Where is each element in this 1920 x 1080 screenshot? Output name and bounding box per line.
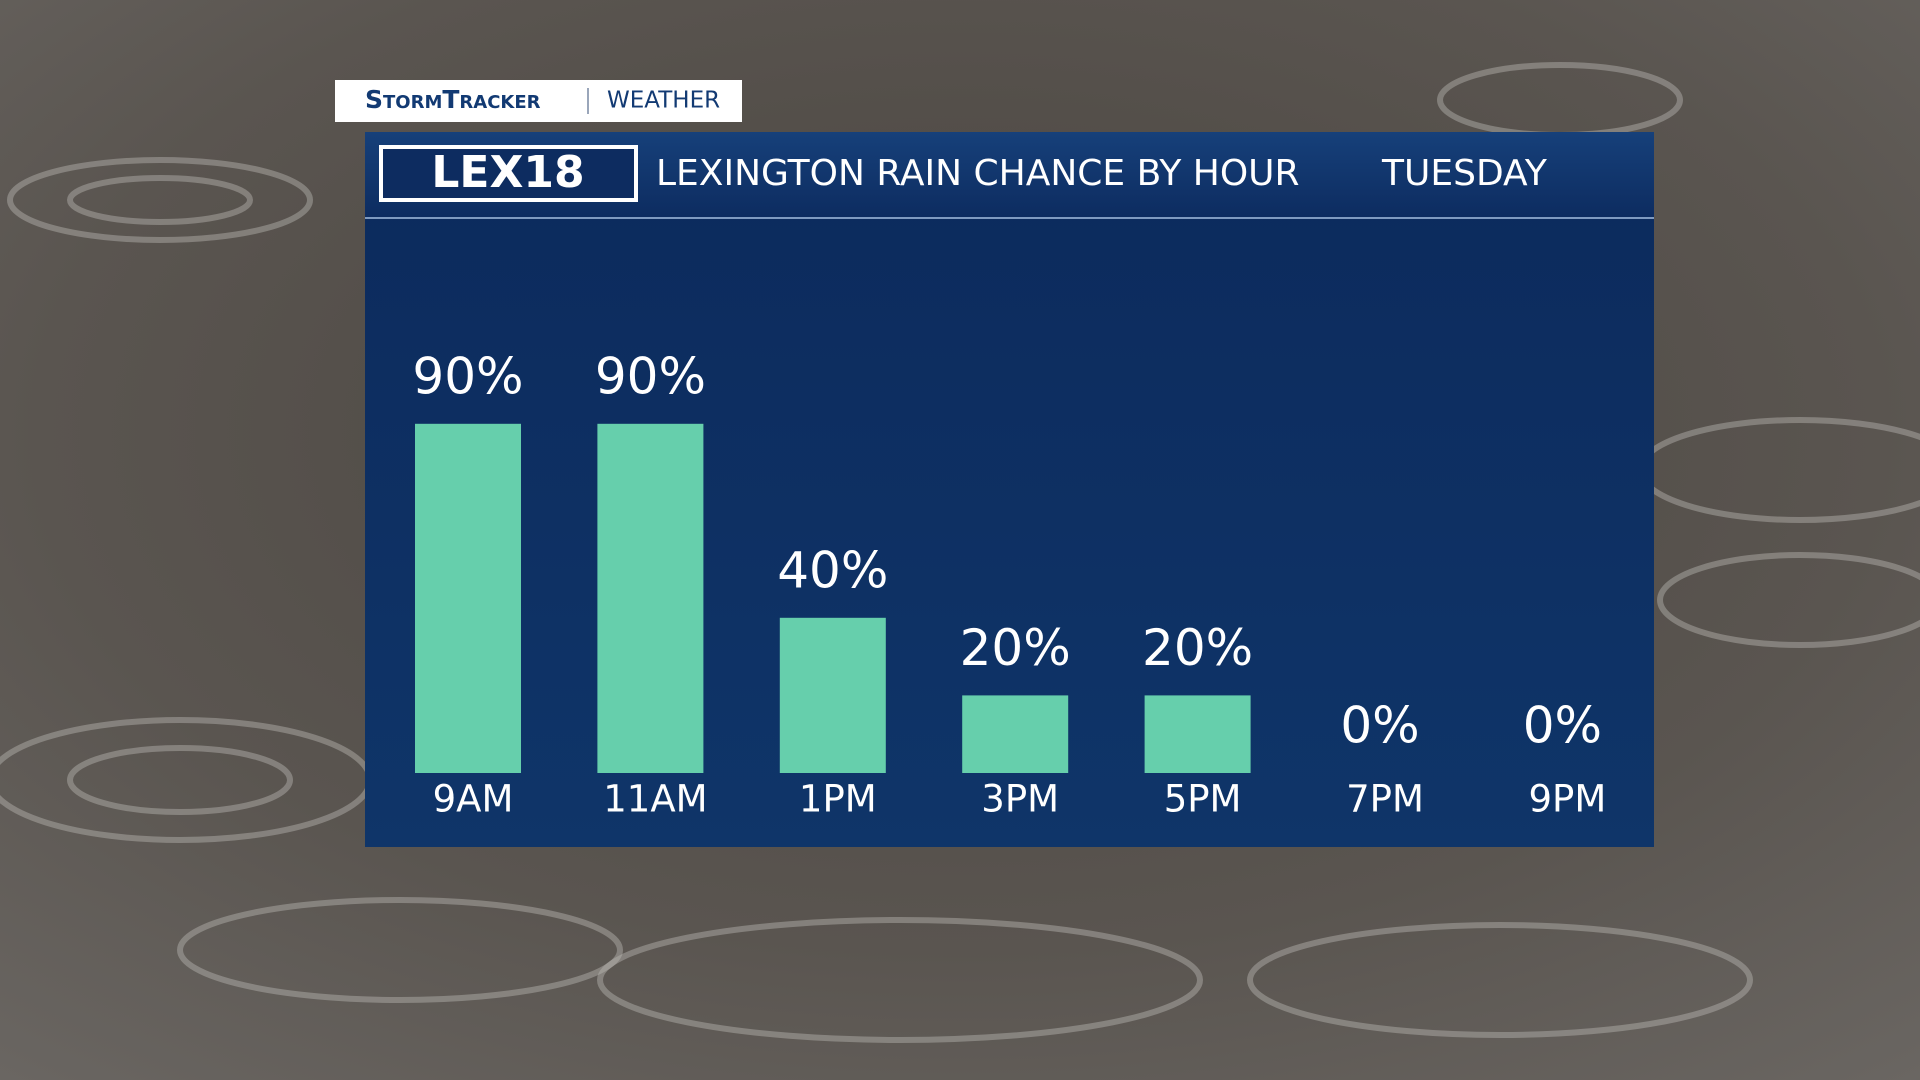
value-label: 90% — [412, 347, 523, 405]
bar — [415, 423, 521, 773]
bar — [597, 423, 704, 773]
value-label: 0% — [1340, 697, 1419, 755]
section-name: WEATHER — [607, 88, 720, 114]
x-tick-label: 5PM — [1164, 778, 1242, 821]
value-label: 40% — [777, 541, 888, 599]
x-tick-label: 7PM — [1346, 778, 1424, 821]
value-label: 90% — [595, 347, 706, 405]
x-tick-label: 11AM — [603, 778, 707, 821]
value-label: 20% — [960, 619, 1071, 677]
station-logo — [379, 145, 638, 202]
value-label: 0% — [1523, 697, 1602, 755]
bar — [962, 695, 1069, 773]
x-tick-label: 9PM — [1529, 778, 1607, 821]
x-tick-label: 1PM — [799, 778, 877, 821]
chart-title: LEXINGTON RAIN CHANCE BY HOUR — [656, 153, 1300, 194]
show-tab — [335, 80, 742, 122]
x-tick-label: 3PM — [981, 778, 1059, 821]
value-label: 20% — [1142, 619, 1253, 677]
station-name: LEX18 — [431, 147, 584, 198]
show-name: StormTracker — [365, 85, 541, 114]
bar — [779, 617, 886, 773]
x-tick-label: 9AM — [433, 778, 514, 821]
bar — [1144, 695, 1251, 773]
chart-subtitle: TUESDAY — [1381, 153, 1548, 194]
